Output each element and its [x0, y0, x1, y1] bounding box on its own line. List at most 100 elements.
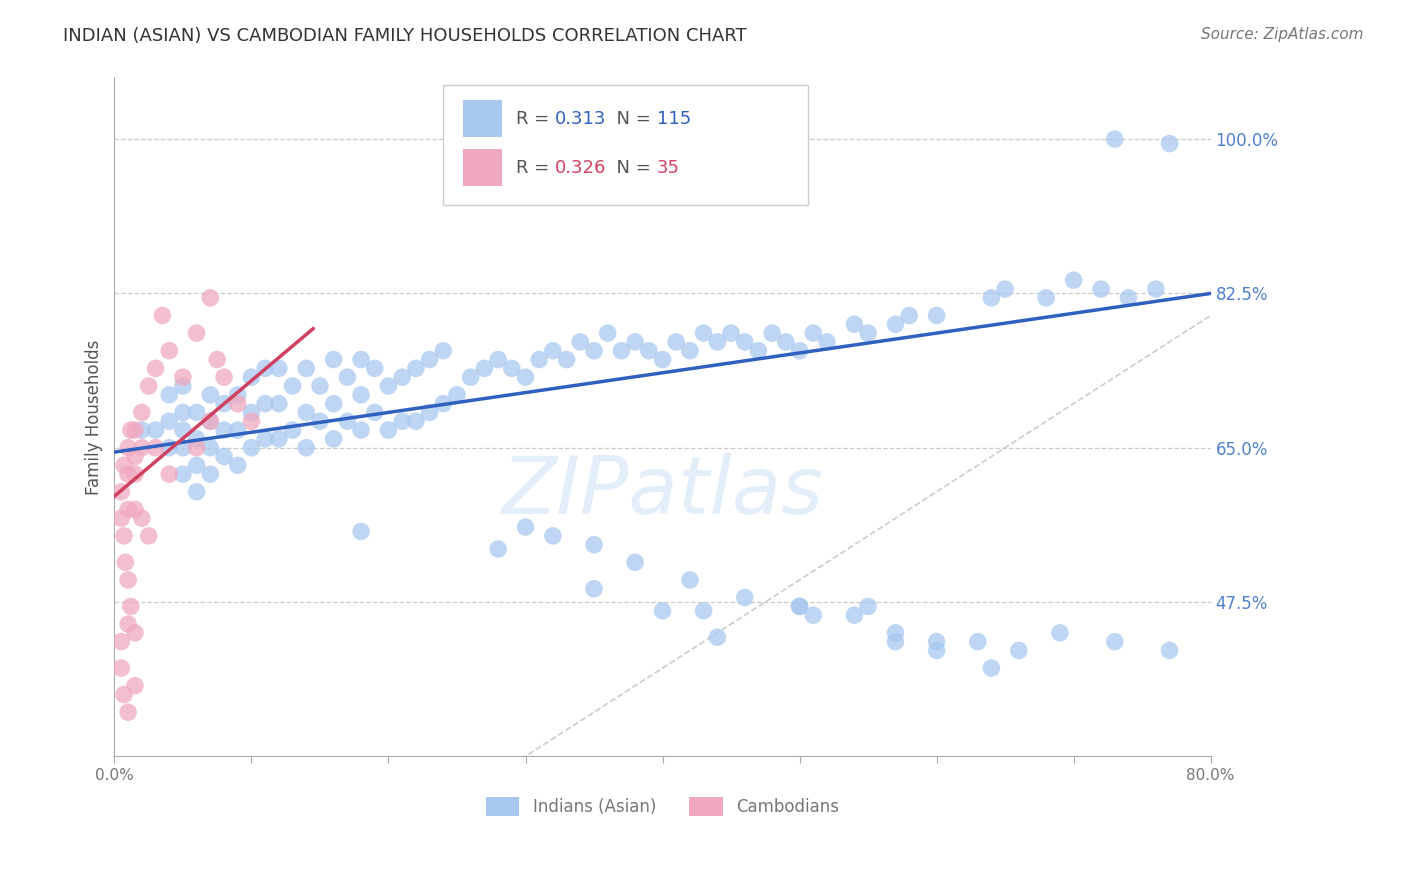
Point [980, 291, 1002, 305]
Point [706, 630, 728, 644]
Point [364, 405, 387, 419]
Point [624, 334, 647, 349]
Point [267, 396, 290, 410]
Point [186, 458, 208, 473]
Point [186, 326, 208, 340]
Point [706, 334, 728, 349]
Point [205, 352, 228, 367]
Text: R =: R = [516, 110, 555, 128]
Text: 35: 35 [657, 159, 679, 177]
Point [1090, 282, 1112, 296]
Point [1104, 634, 1126, 648]
Point [117, 573, 139, 587]
Point [124, 502, 146, 516]
Point [186, 484, 208, 499]
Point [157, 343, 180, 358]
Point [138, 529, 160, 543]
Point [131, 441, 153, 455]
Point [172, 405, 194, 419]
Point [267, 361, 290, 376]
Point [157, 441, 180, 455]
Point [124, 679, 146, 693]
Point [112, 529, 135, 543]
Point [651, 604, 673, 618]
Point [555, 352, 578, 367]
Text: 0.313: 0.313 [555, 110, 607, 128]
Point [150, 309, 173, 323]
Point [789, 599, 811, 614]
Point [815, 334, 838, 349]
Point [446, 388, 468, 402]
Point [145, 423, 167, 437]
Point [186, 441, 208, 455]
Point [844, 318, 866, 332]
Point [254, 396, 277, 410]
Point [110, 661, 132, 675]
Point [240, 405, 263, 419]
Point [267, 432, 290, 446]
Point [1159, 643, 1181, 657]
Point [350, 352, 373, 367]
Text: Source: ZipAtlas.com: Source: ZipAtlas.com [1201, 27, 1364, 42]
Point [309, 414, 332, 428]
Point [336, 370, 359, 384]
Point [692, 604, 714, 618]
Text: 0.326: 0.326 [555, 159, 607, 177]
Point [582, 343, 605, 358]
Point [131, 423, 153, 437]
Text: N =: N = [605, 110, 657, 128]
Point [212, 396, 235, 410]
Point [541, 343, 564, 358]
Point [124, 625, 146, 640]
Point [844, 608, 866, 623]
Point [419, 405, 441, 419]
Point [124, 450, 146, 464]
Point [117, 502, 139, 516]
Point [172, 441, 194, 455]
Point [856, 599, 879, 614]
Point [226, 423, 249, 437]
Point [322, 352, 344, 367]
Point [336, 414, 359, 428]
Point [582, 582, 605, 596]
Point [391, 370, 413, 384]
Point [405, 361, 427, 376]
Point [124, 467, 146, 482]
Point [789, 343, 811, 358]
Point [145, 361, 167, 376]
Point [734, 334, 756, 349]
Point [884, 634, 907, 648]
Point [966, 634, 988, 648]
Y-axis label: Family Households: Family Households [86, 339, 103, 494]
Point [120, 599, 142, 614]
Point [980, 661, 1002, 675]
Point [898, 309, 921, 323]
Point [281, 423, 304, 437]
Point [460, 370, 482, 384]
Point [117, 441, 139, 455]
Point [665, 334, 688, 349]
Point [240, 441, 263, 455]
Point [114, 555, 136, 569]
Point [254, 361, 277, 376]
Point [486, 542, 509, 557]
Point [515, 520, 537, 534]
Point [569, 334, 592, 349]
Point [486, 352, 509, 367]
Point [212, 450, 235, 464]
Point [120, 423, 142, 437]
Point [925, 634, 948, 648]
Point [322, 432, 344, 446]
Point [1118, 291, 1140, 305]
Point [541, 529, 564, 543]
Point [789, 599, 811, 614]
Point [350, 423, 373, 437]
Point [240, 414, 263, 428]
Point [1035, 291, 1057, 305]
Point [226, 388, 249, 402]
Point [925, 309, 948, 323]
Point [596, 326, 619, 340]
Point [138, 379, 160, 393]
Point [1049, 625, 1071, 640]
Point [281, 379, 304, 393]
